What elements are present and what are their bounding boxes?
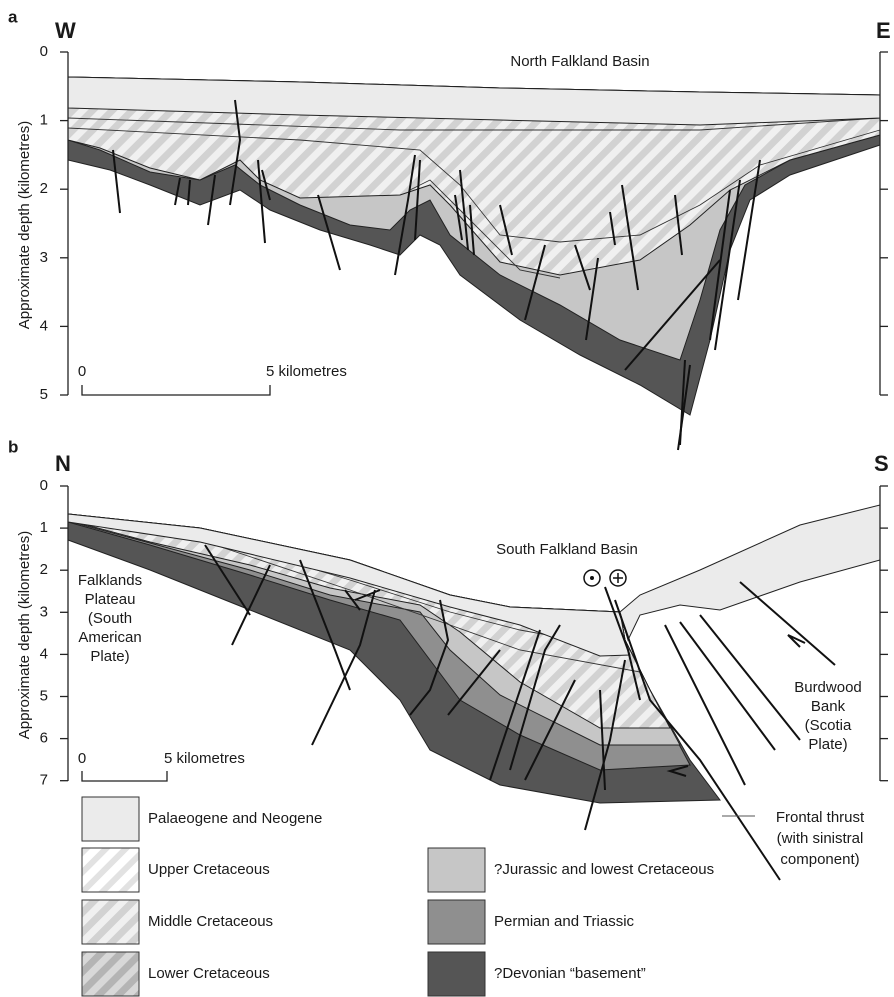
annotation: Bank bbox=[811, 698, 846, 715]
annotation: Frontal thrust bbox=[776, 809, 865, 826]
annotation: (Scotia bbox=[805, 717, 852, 734]
tick-label: 1 bbox=[40, 519, 48, 536]
tick-label: 4 bbox=[40, 317, 48, 334]
axis-label: Approximate depth (kilometres) bbox=[16, 121, 33, 329]
legend-label: ?Devonian “basement” bbox=[494, 965, 646, 982]
title: South Falkland Basin bbox=[496, 541, 638, 558]
annotation: Burdwood bbox=[794, 679, 862, 696]
tick-label: 1 bbox=[40, 112, 48, 129]
legend-swatch bbox=[82, 952, 139, 996]
legend-label: Permian and Triassic bbox=[494, 913, 635, 930]
title: North Falkland Basin bbox=[510, 53, 649, 70]
legend-swatch bbox=[82, 797, 139, 841]
tick-label: 3 bbox=[40, 249, 48, 266]
annotation: Plate) bbox=[90, 648, 129, 665]
annotation: (with sinistral bbox=[777, 830, 864, 847]
direction: N bbox=[55, 451, 71, 476]
section-a bbox=[68, 77, 880, 450]
tick-label: 0 bbox=[40, 43, 48, 60]
legend-label: Lower Cretaceous bbox=[148, 965, 270, 982]
legend-swatch bbox=[428, 848, 485, 892]
tick-label: 4 bbox=[40, 645, 48, 662]
tick-label: 7 bbox=[40, 772, 48, 789]
tick-label: 3 bbox=[40, 603, 48, 620]
legend-swatch bbox=[82, 848, 139, 892]
direction: S bbox=[874, 451, 889, 476]
cross-sections: a W E North Falkland Basin Approximate d… bbox=[0, 0, 894, 997]
scale-bar-a bbox=[82, 385, 270, 395]
scale-label: 5 kilometres bbox=[164, 750, 245, 767]
scale-label: 0 bbox=[78, 750, 86, 767]
direction: E bbox=[876, 18, 891, 43]
annotation: component) bbox=[780, 851, 859, 868]
annotation: (South bbox=[88, 610, 132, 627]
panel-label: b bbox=[8, 437, 18, 456]
scale-label: 5 kilometres bbox=[266, 363, 347, 380]
direction: W bbox=[55, 18, 76, 43]
scale-label: 0 bbox=[78, 363, 86, 380]
tick-label: 5 bbox=[40, 386, 48, 403]
legend-label: ?Jurassic and lowest Cretaceous bbox=[494, 861, 714, 878]
legend-swatch bbox=[82, 900, 139, 944]
legend-label: Upper Cretaceous bbox=[148, 861, 270, 878]
legend-swatch bbox=[428, 952, 485, 996]
tick-label: 6 bbox=[40, 730, 48, 747]
legend-label: Palaeogene and Neogene bbox=[148, 810, 322, 827]
out-symbol bbox=[590, 576, 594, 580]
axis-label: Approximate depth (kilometres) bbox=[16, 531, 33, 739]
legend-label: Middle Cretaceous bbox=[148, 913, 273, 930]
tick-label: 5 bbox=[40, 687, 48, 704]
annotation: American bbox=[78, 629, 141, 646]
burdwood-b bbox=[620, 505, 880, 640]
annotation: Plate) bbox=[808, 736, 847, 753]
scale-bar-b bbox=[82, 771, 167, 781]
tick-label: 2 bbox=[40, 561, 48, 578]
annotation: Plateau bbox=[85, 591, 136, 608]
legend-swatch bbox=[428, 900, 485, 944]
tick-label: 2 bbox=[40, 180, 48, 197]
panel-label: a bbox=[8, 7, 18, 26]
tick-label: 0 bbox=[40, 477, 48, 494]
annotation: Falklands bbox=[78, 572, 142, 589]
